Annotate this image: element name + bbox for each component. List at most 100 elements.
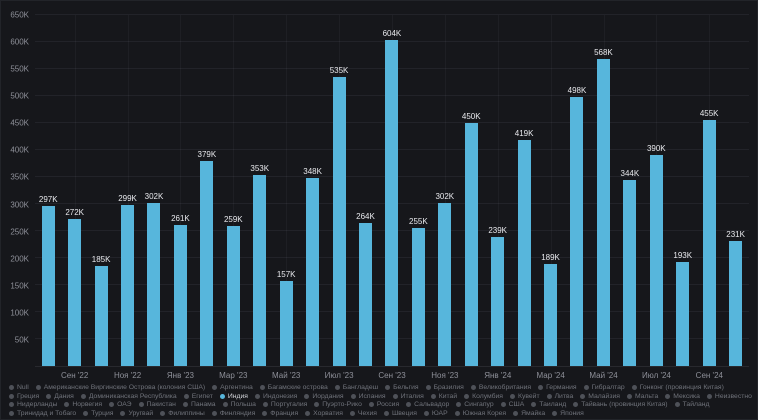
bar[interactable] <box>226 226 240 366</box>
legend-item[interactable]: Чехия <box>349 410 377 418</box>
legend-item[interactable]: Греция <box>9 393 39 401</box>
legend-item[interactable]: Малайзия <box>580 393 620 401</box>
bar[interactable] <box>649 155 663 366</box>
legend-item[interactable]: Аргентина <box>212 384 253 392</box>
legend-item-label: Индия <box>227 392 248 400</box>
bar[interactable] <box>121 204 135 366</box>
bar[interactable] <box>596 59 610 366</box>
legend-item[interactable]: Мальта <box>626 393 658 401</box>
bar-value-label: 189K <box>541 252 560 262</box>
gridline-vertical <box>127 15 129 366</box>
legend-item[interactable]: Италия <box>392 393 424 401</box>
legend-item[interactable]: Норвегия <box>64 401 102 409</box>
legend-item[interactable]: Пуэрто-Рико <box>314 401 362 409</box>
legend-item[interactable]: Доминиканская Республика <box>80 393 177 401</box>
bar[interactable] <box>623 180 637 366</box>
bar[interactable] <box>491 236 505 366</box>
legend-item[interactable]: Гонконг (провинция Китая) <box>631 384 724 392</box>
legend-dot-icon <box>254 393 260 399</box>
legend-item[interactable]: Тринидад и Тобаго <box>9 410 76 418</box>
bar[interactable] <box>729 241 743 366</box>
bar[interactable] <box>544 263 558 366</box>
legend-item[interactable]: Тайвань (провинция Китая) <box>573 401 668 409</box>
legend-item[interactable]: Тайланд <box>674 401 710 409</box>
legend-item[interactable]: Бангладеш <box>334 384 378 392</box>
legend-item[interactable]: Null <box>9 384 29 392</box>
legend-item[interactable]: Багамские острова <box>259 384 328 392</box>
legend-item[interactable]: Португалия <box>262 401 308 409</box>
bar[interactable] <box>358 223 372 366</box>
legend-item[interactable]: Индонезия <box>254 393 297 401</box>
legend-item[interactable]: Мексика <box>665 393 700 401</box>
legend-item[interactable]: Кувейт <box>510 393 540 401</box>
bar[interactable] <box>94 266 108 366</box>
legend-item[interactable]: Неизвестно <box>706 393 752 401</box>
y-tick-label: 50K <box>14 335 29 345</box>
bar-column: 297K <box>35 15 61 366</box>
bar[interactable] <box>253 175 267 366</box>
legend-item[interactable]: Ямайка <box>513 410 545 418</box>
legend-item[interactable]: Бразилия <box>425 384 464 392</box>
legend-item[interactable]: Германия <box>538 384 577 392</box>
bar[interactable] <box>173 225 187 366</box>
bar-value-label: 193K <box>673 250 693 260</box>
legend-item[interactable]: Таиланд <box>531 401 566 409</box>
legend-item-label: Сальвадор <box>414 401 450 408</box>
legend-item-label: Португалия <box>270 401 308 408</box>
legend-item[interactable]: Панама <box>182 401 216 409</box>
legend-item[interactable]: Колумбия <box>464 393 503 401</box>
bar[interactable] <box>200 161 214 366</box>
bar-column: 379K <box>194 15 220 366</box>
legend-item[interactable]: Япония <box>552 410 584 418</box>
legend-item[interactable]: Польша <box>222 401 256 409</box>
legend-item[interactable]: Дания <box>46 393 74 401</box>
legend-item[interactable]: Швеция <box>383 410 417 418</box>
bar[interactable] <box>517 139 531 366</box>
legend-item[interactable]: Сальвадор <box>406 401 449 409</box>
legend-item[interactable]: Американские Виргинские Острова (колония… <box>35 384 205 392</box>
legend-item[interactable]: Иордания <box>304 393 344 401</box>
legend-item[interactable]: Франция <box>262 410 298 418</box>
legend-item[interactable]: Турция <box>83 410 113 418</box>
bar[interactable] <box>702 120 716 366</box>
legend-item[interactable]: Нидерланды <box>9 401 57 409</box>
bar[interactable] <box>332 77 346 366</box>
bar[interactable] <box>306 178 320 366</box>
legend-item[interactable]: Россия <box>368 401 399 409</box>
bar-column: 157K <box>273 15 299 366</box>
bar[interactable] <box>279 281 293 366</box>
legend-item[interactable]: ОАЭ <box>109 401 132 409</box>
legend-item[interactable]: Египет <box>183 393 213 401</box>
bar[interactable] <box>464 123 478 366</box>
legend-item[interactable]: Филиппины <box>160 410 205 418</box>
legend-item-label: Панама <box>190 401 216 408</box>
bar[interactable] <box>41 205 55 366</box>
legend-item[interactable]: Китай <box>430 393 457 401</box>
bar[interactable] <box>676 261 690 366</box>
legend-item[interactable]: Финляндия <box>211 410 255 418</box>
legend-item-label: Литва <box>554 392 574 400</box>
bar[interactable] <box>385 39 399 366</box>
legend-item[interactable]: Южная Корея <box>454 410 506 418</box>
bar-value-label: 450K <box>461 112 481 122</box>
legend-item[interactable]: ЮАР <box>423 410 448 418</box>
legend-item[interactable]: Гибралтар <box>583 384 625 392</box>
x-tick-label: Сен '23 <box>378 371 406 380</box>
legend-item-label: Тайланд <box>682 401 710 408</box>
legend-item[interactable]: Хорватия <box>305 410 343 418</box>
legend-item[interactable]: Индия <box>219 392 248 401</box>
legend-item[interactable]: Великобритания <box>470 384 531 392</box>
legend-item[interactable]: Уругвай <box>120 410 153 418</box>
bar[interactable] <box>438 202 452 366</box>
legend-item[interactable]: Литва <box>546 392 574 401</box>
legend-item[interactable]: США <box>500 401 524 409</box>
bar[interactable] <box>570 97 584 366</box>
legend-dot-icon <box>573 402 579 408</box>
legend-item[interactable]: Испания <box>350 393 386 401</box>
legend-item[interactable]: Бельгия <box>385 384 419 392</box>
bar[interactable] <box>411 228 425 366</box>
legend-item[interactable]: Сингапур <box>456 401 494 409</box>
bar[interactable] <box>147 202 161 366</box>
bar[interactable] <box>68 219 82 366</box>
legend-item[interactable]: Пакистан <box>138 401 176 409</box>
